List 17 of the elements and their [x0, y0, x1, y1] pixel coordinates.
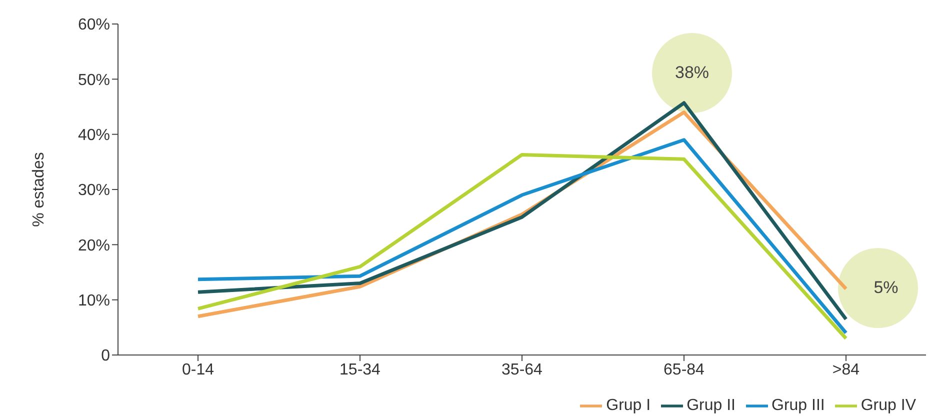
y-tick-label: 40%: [78, 127, 110, 144]
legend-label: Grup III: [772, 397, 825, 414]
x-tick-label: >84: [832, 361, 860, 378]
y-tick-label: 30%: [78, 182, 110, 200]
x-tick-label: 65-84: [664, 361, 705, 378]
y-tick-label: 0: [101, 348, 110, 365]
y-tick-label: 10%: [78, 292, 110, 310]
x-tick-label: 0-14: [182, 361, 214, 378]
legend-label: Grup II: [686, 397, 736, 414]
x-tick-label: 35-64: [502, 361, 543, 378]
legend-label: Grup I: [606, 397, 651, 414]
legend-label: Grup IV: [860, 397, 916, 414]
y-axis-title: % estades: [30, 152, 48, 227]
x-tick-label: 15-34: [340, 361, 381, 378]
y-tick-label: 20%: [78, 237, 110, 254]
y-tick-label: 50%: [78, 72, 110, 89]
y-tick-label: 60%: [78, 16, 110, 34]
